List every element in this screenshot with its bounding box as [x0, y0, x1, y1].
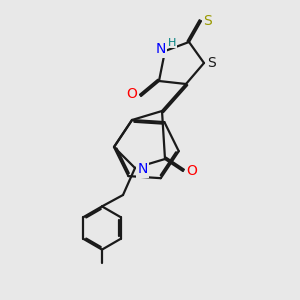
- Text: H: H: [167, 38, 176, 48]
- Text: O: O: [127, 88, 137, 101]
- Text: S: S: [207, 56, 216, 70]
- Text: N: N: [137, 163, 148, 176]
- Text: O: O: [187, 164, 197, 178]
- Text: N: N: [155, 43, 166, 56]
- Text: S: S: [203, 14, 212, 28]
